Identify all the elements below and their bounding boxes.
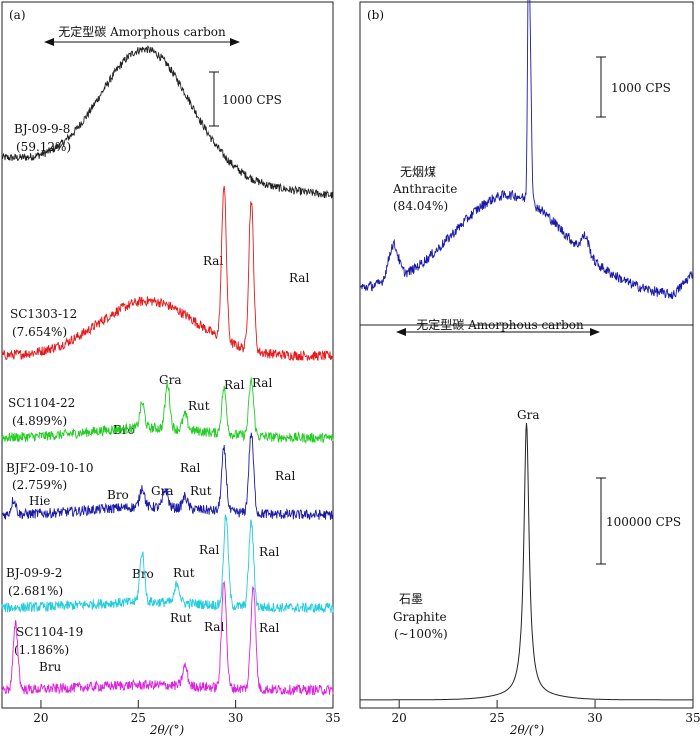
panel-a-amorphous-label: 无定型碳 Amorphous carbon: [58, 24, 226, 39]
peak-label: Rut: [173, 566, 195, 580]
peak-label: Ral: [180, 461, 200, 475]
x-tick-label: 35: [325, 711, 340, 725]
peak-label: Ral: [259, 621, 279, 635]
panel-b-frame: [359, 1, 694, 709]
series-line: [1, 514, 334, 614]
series-pct-sc110419: (1.186%): [14, 643, 69, 657]
series-line: [1, 185, 334, 361]
graphite-line: [360, 422, 693, 701]
panel-a-label: (a): [9, 8, 26, 22]
panel-a-xlabel: 2θ/(°): [149, 723, 185, 737]
peak-label: Rut: [188, 399, 210, 413]
anthracite-line: [359, 0, 694, 300]
peak-label: Ral: [289, 271, 309, 285]
series-name-bj0992: BJ-09-9-2: [6, 566, 62, 580]
peak-label: Gra: [159, 373, 181, 387]
graphite-percent: (~100%): [394, 627, 448, 641]
graphite-name-en: Graphite: [393, 610, 447, 624]
anthracite-percent: (84.04%): [393, 199, 448, 213]
series-name-sc110422: SC1104-22: [8, 396, 75, 410]
anthracite-name-cn: 无烟煤: [400, 165, 436, 179]
series-line: [1, 432, 334, 521]
panel-b-amorphous-label: 无定型碳 Amorphous carbon: [416, 317, 584, 332]
panel-b-label: (b): [367, 8, 384, 22]
series-line: [1, 45, 334, 199]
peak-label: Bru: [39, 660, 62, 674]
series-pct-sc110422: (4.899%): [12, 414, 67, 428]
x-tick-label: 35: [685, 711, 700, 725]
panel-b-scale-label-top: 1000 CPS: [611, 81, 671, 95]
panel-b-scale-bar-top: [596, 56, 606, 118]
x-tick-label: 30: [587, 711, 602, 725]
peak-label: Hie: [29, 494, 50, 508]
peak-label: Ral: [224, 378, 244, 392]
panel-a-frame: [1, 1, 334, 709]
peak-label: Ral: [203, 254, 223, 268]
series-line: [1, 580, 334, 696]
peak-label: Rut: [190, 484, 212, 498]
x-tick-label: 30: [228, 711, 243, 725]
panel-b-scale-label-bottom: 100000 CPS: [606, 515, 681, 529]
x-tick-label: 20: [392, 711, 407, 725]
x-tick-label: 25: [489, 711, 504, 725]
peak-label: Ral: [259, 545, 279, 559]
x-tick-label: 25: [131, 711, 146, 725]
anthracite-name-en: Anthracite: [392, 182, 457, 196]
x-tick-label: 20: [33, 711, 48, 725]
panel-b-scale-bar-bottom: [596, 477, 606, 565]
peak-label: Bro: [132, 567, 154, 581]
graphite-name-cn: 石墨: [399, 592, 423, 606]
peak-label: Ral: [204, 620, 224, 634]
peak-label: Ral: [252, 376, 272, 390]
series-name-sc110419: SC1104-19: [16, 625, 83, 639]
graphite-peak-label: Gra: [517, 408, 539, 422]
panel-b-amorphous-arrow: [396, 328, 600, 336]
series-pct-bj0992: (2.681%): [8, 584, 63, 598]
chart-marks: 20 25 30 35 20 25 30 35 Ral Ral Bro Gra Rut Ral Ral Hie…: [1, 0, 700, 725]
panel-a-scale-label: 1000 CPS: [222, 93, 282, 107]
panel-a-amorphous-arrow: [44, 38, 240, 46]
panel-b-xlabel: 2θ/(°): [509, 723, 545, 737]
peak-label: Ral: [275, 469, 295, 483]
series-pct-bjf2: (2.759%): [12, 478, 67, 492]
series-name-bj0998: BJ-09-9-8: [14, 122, 70, 136]
series-name-sc130312: SC1303-12: [10, 307, 77, 321]
series-name-bjf2: BJF2-09-10-10: [6, 461, 94, 475]
series-line: [1, 377, 334, 444]
peak-label: Ral: [199, 543, 219, 557]
peak-label: Rut: [170, 611, 192, 625]
series-pct-bj0998: (59.12%): [16, 140, 71, 154]
panel-a-scale-bar: [209, 71, 219, 127]
series-pct-sc130312: (7.654%): [12, 325, 67, 339]
peak-label: Bro: [107, 488, 129, 502]
